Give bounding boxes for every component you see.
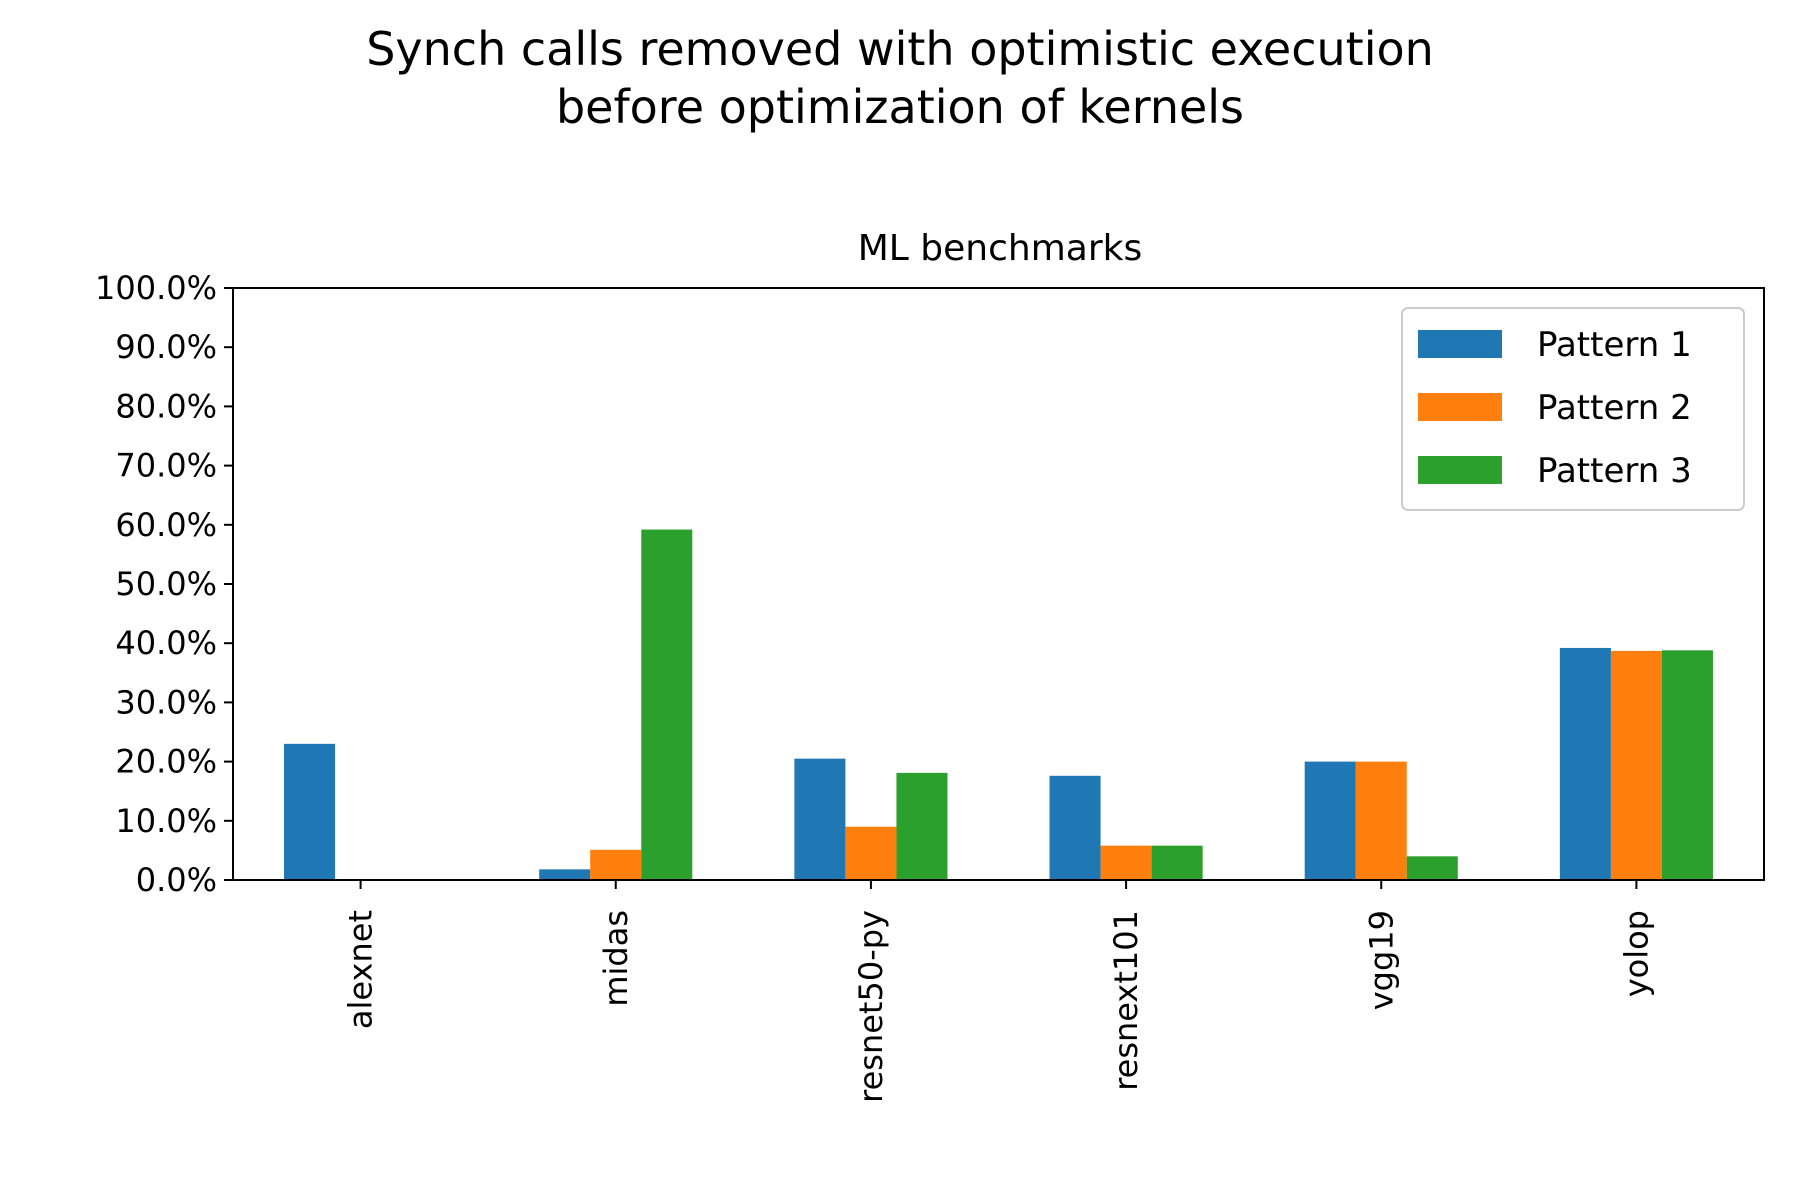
bar-vgg19-series-3 [1406,856,1458,880]
suptitle-line-2: before optimization of kernels [556,80,1244,134]
legend-label-series-3: Pattern 3 [1537,451,1692,491]
bar-yolop-series-1 [1559,647,1611,880]
y-tick-label: 30.0% [115,683,217,721]
bar-resnet50-py-series-1 [794,758,846,880]
y-tick-label: 80.0% [115,387,217,425]
y-tick-label: 10.0% [115,802,217,840]
bar-yolop-series-3 [1661,650,1713,880]
x-tick-label: midas [597,910,635,1007]
plot-area: 0.0% 10.0% 20.0% 30.0% 40.0% 50.0% 60.0% 70.0% 8… [95,269,1765,1103]
x-tick-label: resnext101 [1107,910,1145,1091]
bar-resnext101-series-2 [1100,845,1152,880]
legend-label-series-2: Pattern 2 [1537,388,1692,428]
y-tick-label: 40.0% [115,624,217,662]
x-tick-label: vgg19 [1362,910,1400,1010]
y-tick-label: 70.0% [115,447,217,485]
bar-midas-series-1 [539,869,591,880]
plot-title: ML benchmarks [858,228,1143,269]
bar-vgg19-series-2 [1355,761,1407,880]
bar-vgg19-series-1 [1304,761,1356,880]
y-tick-label: 20.0% [115,743,217,781]
y-tick-label: 90.0% [115,328,217,366]
y-tick-label: 60.0% [115,506,217,544]
bar-midas-series-2 [590,849,642,880]
bar-resnext101-series-1 [1049,775,1101,880]
x-tick-label: resnet50-py [852,910,890,1103]
bar-resnet50-py-series-3 [896,772,948,880]
legend-swatch-series-2 [1418,393,1502,421]
y-tick-label: 0.0% [136,861,217,899]
bar-yolop-series-2 [1610,650,1662,880]
bar-midas-series-3 [641,529,693,880]
bar-resnet50-py-series-2 [845,826,897,880]
legend-label-series-1: Pattern 1 [1537,325,1692,365]
legend-swatch-series-3 [1418,456,1502,484]
y-tick-label: 100.0% [95,269,217,307]
bar-alexnet-series-1 [284,743,336,880]
x-tick-label: alexnet [342,910,380,1029]
suptitle-line-1: Synch calls removed with optimistic exec… [366,22,1434,76]
bar-resnext101-series-3 [1151,845,1203,880]
x-tick-label: yolop [1617,910,1655,997]
legend-swatch-series-1 [1418,330,1502,358]
y-tick-label: 50.0% [115,565,217,603]
